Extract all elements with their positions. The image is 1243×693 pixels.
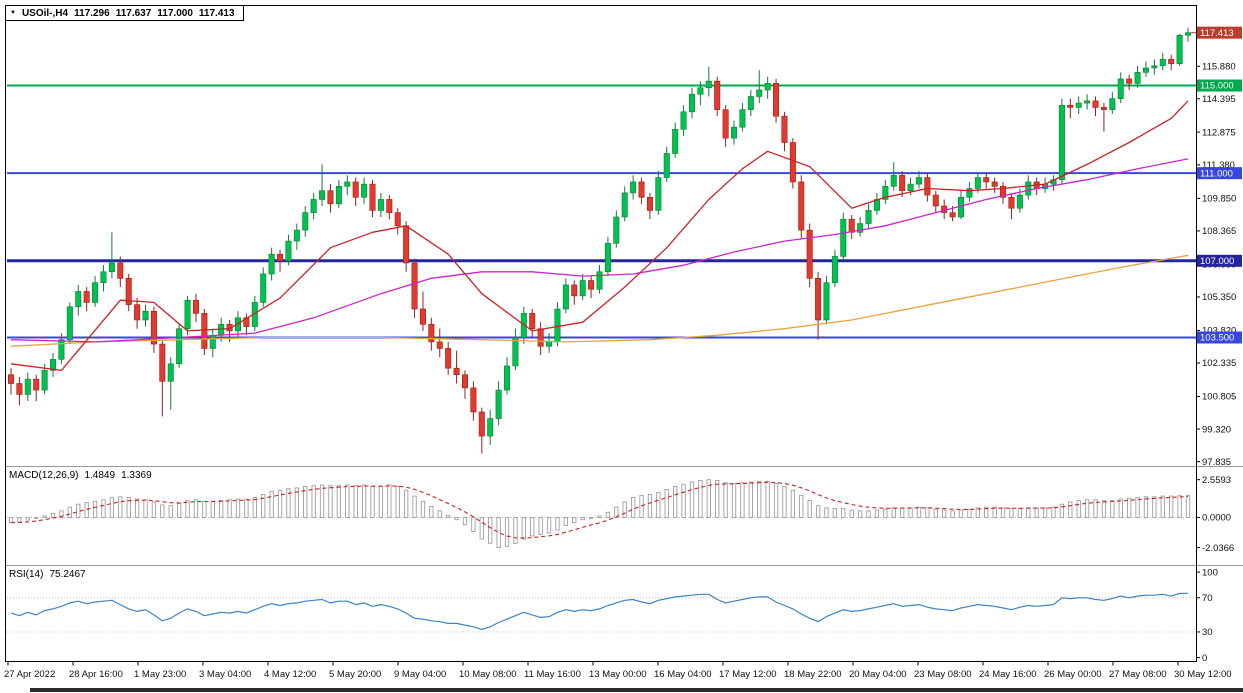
svg-text:0.0000: 0.0000 xyxy=(1202,513,1231,524)
svg-text:70: 70 xyxy=(1202,593,1213,604)
svg-text:4 May 12:00: 4 May 12:00 xyxy=(264,669,316,680)
svg-text:26 May 00:00: 26 May 00:00 xyxy=(1044,669,1102,680)
macd-indicator-label: MACD(12,26,9) 1.4849 1.3369 xyxy=(9,470,152,481)
svg-text:103.820: 103.820 xyxy=(1202,326,1236,337)
svg-text:102.335: 102.335 xyxy=(1202,358,1236,369)
svg-text:3 May 04:00: 3 May 04:00 xyxy=(199,669,251,680)
rsi-indicator-label: RSI(14) 75.2467 xyxy=(9,569,86,580)
level-price-tag xyxy=(1197,167,1242,180)
svg-text:1 May 23:00: 1 May 23:00 xyxy=(134,669,186,680)
svg-text:111.000: 111.000 xyxy=(1200,168,1233,179)
svg-text:117.413: 117.413 xyxy=(1200,28,1234,39)
ma-slow-orange-line xyxy=(10,254,1189,347)
ohlc-close: 117.413 xyxy=(198,7,235,19)
rsi-name: RSI(14) xyxy=(9,569,44,580)
svg-text:111.380: 111.380 xyxy=(1202,160,1235,171)
svg-text:114.395: 114.395 xyxy=(1202,94,1236,105)
svg-text:97.835: 97.835 xyxy=(1202,457,1231,468)
svg-text:27 May 08:00: 27 May 08:00 xyxy=(1109,669,1167,680)
svg-text:5 May 20:00: 5 May 20:00 xyxy=(329,669,381,680)
ohlc-high: 117.637 xyxy=(115,7,152,19)
svg-text:112.875: 112.875 xyxy=(1202,127,1236,138)
svg-text:20 May 04:00: 20 May 04:00 xyxy=(849,669,907,680)
svg-text:27 Apr 2022: 27 Apr 2022 xyxy=(4,669,55,680)
scrollbar-handle[interactable] xyxy=(30,688,1243,692)
svg-text:100: 100 xyxy=(1202,567,1218,578)
svg-text:107.000: 107.000 xyxy=(1200,256,1234,267)
level-price-tag xyxy=(1197,331,1242,344)
time-axis[interactable]: 27 Apr 2022 28 Apr 16:00 1 May 23:00 3 May … xyxy=(4,661,1232,681)
svg-text:-2.0366: -2.0366 xyxy=(1202,543,1234,554)
svg-text:11 May 16:00: 11 May 16:00 xyxy=(524,669,581,680)
horizontal-level-lines xyxy=(7,84,1196,339)
svg-text:17 May 12:00: 17 May 12:00 xyxy=(719,669,777,680)
svg-text:10 May 08:00: 10 May 08:00 xyxy=(459,669,517,680)
svg-text:0: 0 xyxy=(1202,653,1207,664)
ohlc-open: 117.296 xyxy=(74,7,110,19)
macd-signal-value: 1.3369 xyxy=(121,470,152,481)
symbol-timeframe: USOil-,H4 xyxy=(21,7,69,19)
svg-text:100.805: 100.805 xyxy=(1202,392,1236,403)
svg-text:24 May 16:00: 24 May 16:00 xyxy=(979,669,1037,680)
macd-main-value: 1.4849 xyxy=(84,470,116,481)
ma-mid-magenta-line xyxy=(10,158,1189,343)
svg-text:108.365: 108.365 xyxy=(1202,226,1236,237)
svg-text:13 May 00:00: 13 May 00:00 xyxy=(589,669,647,680)
svg-text:105.350: 105.350 xyxy=(1202,292,1236,303)
svg-text:23 May 08:00: 23 May 08:00 xyxy=(914,669,972,680)
svg-text:103.500: 103.500 xyxy=(1200,333,1234,344)
candles-layer xyxy=(8,27,1192,454)
macd-signal-line xyxy=(10,481,1189,539)
svg-text:16 May 04:00: 16 May 04:00 xyxy=(654,669,712,680)
chart-border xyxy=(5,5,1197,662)
svg-text:115.000: 115.000 xyxy=(1200,81,1234,92)
svg-text:2.5593: 2.5593 xyxy=(1202,475,1231,486)
svg-text:109.850: 109.850 xyxy=(1202,194,1236,205)
ma-fast-red-line xyxy=(10,100,1189,372)
macd-name: MACD(12,26,9) xyxy=(9,470,79,481)
collapse-arrow-icon[interactable]: ▼ xyxy=(10,10,16,16)
svg-text:18 May 22:00: 18 May 22:00 xyxy=(784,669,842,680)
level-price-tag xyxy=(1197,254,1242,267)
horizontal-scrollbar[interactable] xyxy=(0,687,1243,693)
svg-text:99.320: 99.320 xyxy=(1202,424,1231,435)
price-axis[interactable]: 115.880 114.395 112.875 111.380 109.850 108.3… xyxy=(1196,26,1243,664)
ohlc-low: 117.000 xyxy=(157,7,193,19)
macd-histogram xyxy=(8,479,1191,549)
rsi-line xyxy=(10,592,1189,631)
level-price-tag xyxy=(1197,79,1242,92)
svg-text:30: 30 xyxy=(1202,627,1213,638)
current-price-tag xyxy=(1197,26,1242,39)
rsi-value: 75.2467 xyxy=(49,569,86,580)
svg-text:28 Apr 16:00: 28 Apr 16:00 xyxy=(69,669,123,680)
svg-text:9 May 04:00: 9 May 04:00 xyxy=(394,669,446,680)
symbol-info-bar[interactable]: ▼ USOil-,H4 117.296 117.637 117.000 117.… xyxy=(5,5,244,21)
svg-text:115.880: 115.880 xyxy=(1202,61,1236,72)
svg-text:30 May 12:00: 30 May 12:00 xyxy=(1174,669,1232,680)
